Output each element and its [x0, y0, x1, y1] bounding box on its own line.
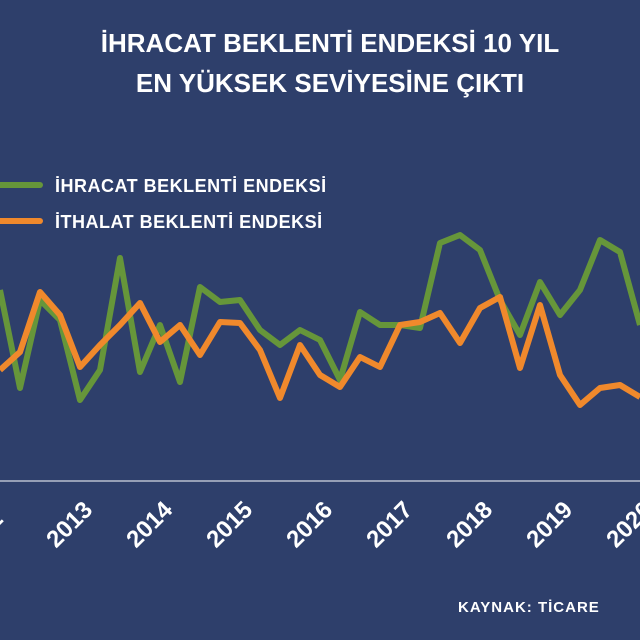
x-tick-label: 12 — [0, 506, 9, 544]
series-line — [0, 232, 640, 403]
legend-label: İHRACAT BEKLENTİ ENDEKSİ — [55, 176, 327, 196]
chart-title: EN YÜKSEK SEVİYESİNE ÇIKTI — [136, 68, 524, 98]
series-line — [0, 289, 640, 408]
legend-label: İTHALAT BEKLENTİ ENDEKSİ — [55, 212, 323, 232]
source: KAYNAK: TİCARE — [458, 599, 600, 616]
chart-title: İHRACAT BEKLENTİ ENDEKSİ 10 YIL — [101, 28, 560, 58]
